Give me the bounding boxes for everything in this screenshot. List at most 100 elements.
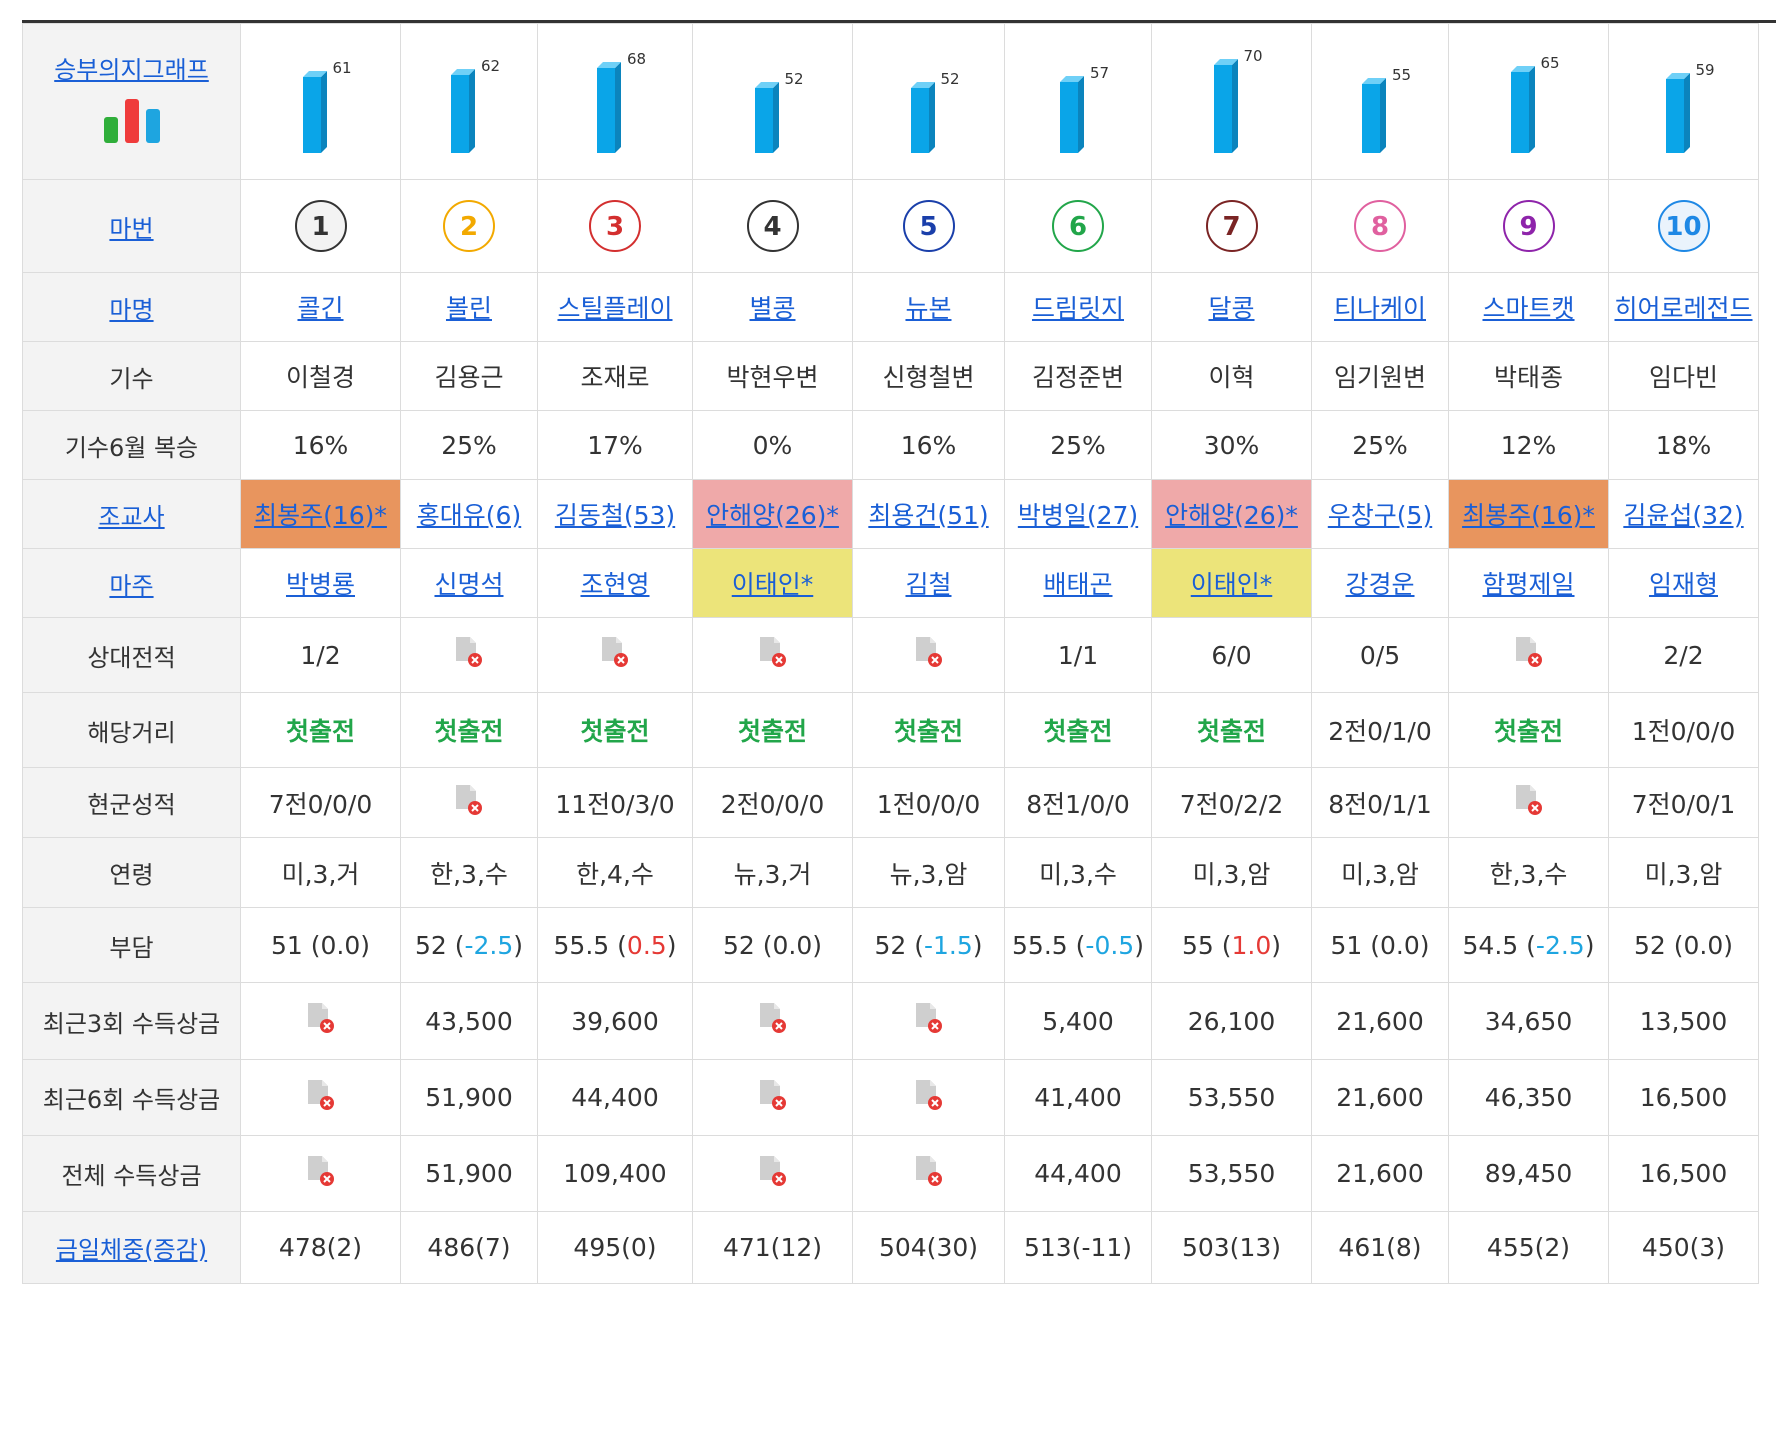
name-cell[interactable]: 티나케이 [1311,272,1449,342]
horse-name-link[interactable]: 뉴본 [905,294,952,323]
head_to_head-row: 상대전적 1/2 1/1 6/0 0/5 2/2 [22,617,1759,693]
trainer-cell[interactable]: 우창구(5) [1311,479,1449,549]
weight-base: 51 [270,930,303,960]
trainer-cell[interactable]: 최봉주(16)* [240,479,401,549]
graph-cell: 52 [852,23,1005,180]
prize_total-cell: 16,500 [1608,1135,1759,1212]
row-header-link-trainer[interactable]: 조교사 [98,502,165,531]
trainer-value[interactable]: 최용건(51) [868,501,989,530]
horse-name-link[interactable]: 볼린 [445,294,492,323]
age-value: 미,3,암 [1341,859,1419,889]
horse-name-link[interactable]: 스마트캣 [1482,294,1575,323]
owner-value[interactable]: 이태인* [731,570,814,599]
owner-value[interactable]: 배태곤 [1043,570,1113,599]
weight-delta: -2.5 [464,930,514,960]
owner-value[interactable]: 임재형 [1648,570,1718,599]
weight-cell: 52 (-1.5) [852,907,1005,983]
distance-value: 2전0/1/0 [1328,717,1432,746]
prize_total-row: 전체 수득상금 51,900 109,400 44,400 53,550 21,600 89… [22,1135,1759,1212]
name-cell[interactable]: 콜긴 [240,272,401,342]
age-cell: 뉴,3,암 [852,837,1005,908]
owner-value[interactable]: 박병룡 [285,570,355,599]
row-header-owner[interactable]: 마주 [22,548,241,618]
row-header-number[interactable]: 마번 [22,179,241,273]
owner-cell[interactable]: 강경운 [1311,548,1449,618]
owner-value[interactable]: 이태인* [1190,570,1273,599]
owner-cell[interactable]: 김철 [852,548,1005,618]
prize3-cell [692,982,853,1060]
body-weight-value: 471(12) [722,1233,823,1262]
horse-name-link[interactable]: 히어로레전드 [1614,294,1753,323]
owner-cell[interactable]: 신명석 [400,548,538,618]
trainer-cell[interactable]: 최용건(51) [852,479,1005,549]
trainer-cell[interactable]: 박병일(27) [1004,479,1152,549]
name-cell[interactable]: 별콩 [692,272,853,342]
horse-name-link[interactable]: 별콩 [749,294,796,323]
trainer-value[interactable]: 김윤섭(32) [1623,501,1744,530]
age-cell: 미,3,암 [1311,837,1449,908]
owner-cell[interactable]: 이태인* [692,548,853,618]
jockey_rate-cell: 17% [537,410,693,480]
jockey-value: 이혁 [1208,363,1255,392]
horse-name-link[interactable]: 콜긴 [297,294,344,323]
trainer-cell[interactable]: 안해양(26)* [1151,479,1312,549]
row-header-link-body_weight[interactable]: 금일체중(증감) [55,1236,208,1264]
age-value: 뉴,3,거 [733,859,812,889]
row-header-link-number[interactable]: 마번 [109,214,154,243]
horse-name-link[interactable]: 달콩 [1208,294,1255,323]
trainer-value[interactable]: 안해양(26)* [706,501,839,530]
owner-value[interactable]: 강경운 [1345,570,1415,599]
body-weight-cell: 471(12) [692,1211,853,1284]
graph-bar-wrap: 52 [910,25,971,155]
row-header-name[interactable]: 마명 [22,272,241,342]
horse-name-link[interactable]: 드림릿지 [1031,294,1124,323]
trainer-cell[interactable]: 최봉주(16)* [1448,479,1609,549]
name-cell[interactable]: 볼린 [400,272,538,342]
body-weight-value: 486(7) [427,1233,511,1262]
trainer-value[interactable]: 김동철(53) [554,501,676,530]
row-header-body_weight[interactable]: 금일체중(증감) [22,1211,241,1284]
head_to_head-value: 1/1 [1057,640,1099,670]
name-cell[interactable]: 스마트캣 [1448,272,1609,342]
owner-value[interactable]: 김철 [905,570,952,599]
distance-cell: 첫출전 [1004,692,1152,768]
graph-header-cell[interactable]: 승부의지그래프 [22,23,241,180]
name-cell[interactable]: 뉴본 [852,272,1005,342]
name-cell[interactable]: 스틸플레이 [537,272,693,342]
row-header-trainer[interactable]: 조교사 [22,479,241,549]
graph-header-link[interactable]: 승부의지그래프 [54,56,209,84]
owner-cell[interactable]: 이태인* [1151,548,1312,618]
trainer-value[interactable]: 홍대유(6) [416,501,522,530]
owner-cell[interactable]: 박병룡 [240,548,401,618]
owner-value[interactable]: 조현영 [580,570,650,599]
owner-cell[interactable]: 임재형 [1608,548,1759,618]
name-cell[interactable]: 드림릿지 [1004,272,1152,342]
owner-cell[interactable]: 배태곤 [1004,548,1152,618]
trainer-cell[interactable]: 김윤섭(32) [1608,479,1759,549]
name-cell[interactable]: 히어로레전드 [1608,272,1759,342]
owner-cell[interactable]: 함평제일 [1448,548,1609,618]
owner-cell[interactable]: 조현영 [537,548,693,618]
prize_total-cell: 89,450 [1448,1135,1609,1212]
prize6-cell [852,1059,1005,1136]
distance-value: 첫출전 [737,717,807,746]
trainer-value[interactable]: 최봉주(16)* [1462,501,1595,530]
trainer-cell[interactable]: 안해양(26)* [692,479,853,549]
horse-name-link[interactable]: 티나케이 [1333,294,1426,323]
trainer-cell[interactable]: 김동철(53) [537,479,693,549]
row-header-label: 연령 [109,861,154,889]
prize6-cell: 46,350 [1448,1059,1609,1136]
owner-value[interactable]: 신명석 [434,570,504,599]
trainer-value[interactable]: 최봉주(16)* [254,501,387,530]
trainer-value[interactable]: 박병일(27) [1017,501,1139,530]
row-header-link-owner[interactable]: 마주 [109,571,154,600]
name-cell[interactable]: 달콩 [1151,272,1312,342]
row-header-prize6: 최근6회 수득상금 [22,1059,241,1136]
horse-name-link[interactable]: 스틸플레이 [557,294,673,323]
trainer-cell[interactable]: 홍대유(6) [400,479,538,549]
trainer-value[interactable]: 우창구(5) [1327,501,1433,530]
owner-value[interactable]: 함평제일 [1482,570,1575,599]
trainer-value[interactable]: 안해양(26)* [1165,501,1298,530]
row-header-link-name[interactable]: 마명 [109,295,154,324]
head_to_head-cell [1448,617,1609,693]
